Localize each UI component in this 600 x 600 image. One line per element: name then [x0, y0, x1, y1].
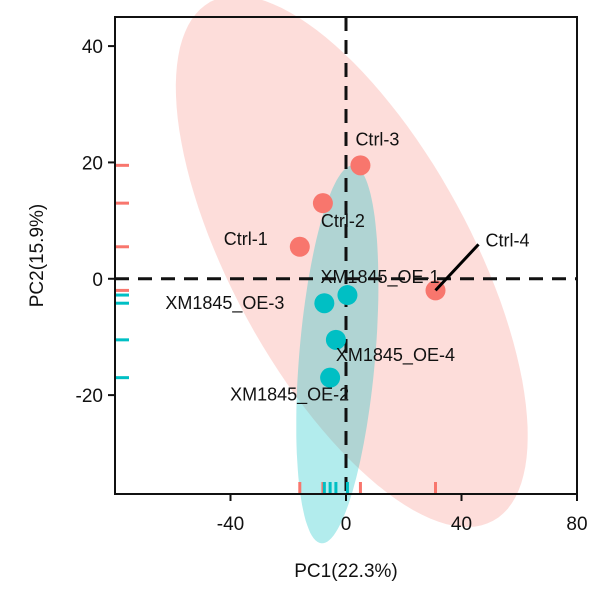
label-leader-line [434, 243, 480, 292]
point-label: XM1845_OE-2 [230, 385, 349, 406]
y-tick-label: -20 [76, 386, 103, 407]
point-label: Ctrl-3 [355, 129, 399, 149]
x-tick-label: -40 [217, 514, 244, 535]
x-tick-label: 0 [341, 514, 352, 535]
x-axis-title: PC1(22.3%) [294, 561, 398, 582]
y-tick-label: 0 [92, 270, 103, 291]
rug-marks [115, 163, 438, 494]
data-point [337, 285, 358, 306]
point-label: XM1845_OE-3 [165, 293, 284, 314]
y-axis: -20 0 20 40 [76, 37, 115, 407]
data-point [325, 329, 346, 350]
data-point [350, 155, 371, 176]
x-tick-label: 80 [566, 514, 587, 535]
data-point [314, 293, 335, 314]
confidence-ellipse [296, 165, 379, 544]
point-label: Ctrl-1 [224, 229, 268, 249]
confidence-ellipses [175, 0, 528, 544]
y-tick-label: 40 [82, 37, 103, 58]
point-label: XM1845_OE-4 [336, 345, 455, 366]
data-point [320, 367, 341, 388]
y-tick-label: 20 [82, 153, 103, 174]
point-label: Ctrl-4 [486, 230, 530, 250]
data-point [312, 193, 333, 214]
point-label: XM1845_OE-1 [320, 267, 439, 288]
x-tick-label: 40 [451, 514, 472, 535]
y-axis-title: PC2(15.9%) [27, 204, 48, 308]
x-axis: -40 0 40 80 [217, 494, 588, 535]
point-labels: Ctrl-1 Ctrl-2 Ctrl-3 Ctrl-4 XM1845_OE-1 XM184… [165, 129, 529, 405]
data-point [289, 236, 310, 257]
confidence-ellipse [175, 0, 528, 527]
point-label: Ctrl-2 [321, 211, 365, 231]
